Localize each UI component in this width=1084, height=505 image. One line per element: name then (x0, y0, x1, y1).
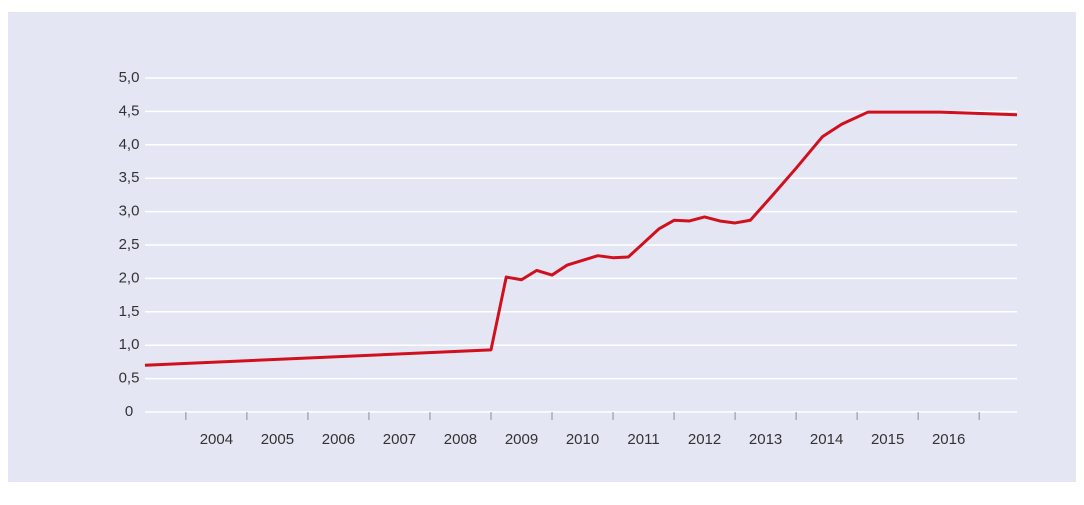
x-tick-label: 2010 (566, 431, 599, 448)
y-tick-label: 0,5 (119, 370, 140, 387)
y-tick-label: 4,0 (119, 136, 140, 153)
y-tick-label: 3,5 (119, 169, 140, 186)
y-tick-label: 3,0 (119, 203, 140, 220)
y-tick-label: 1,0 (119, 336, 140, 353)
x-tick-label: 2016 (932, 431, 965, 448)
x-tick-label: 2012 (688, 431, 721, 448)
x-tick-label: 2008 (444, 431, 477, 448)
x-tick-label: 2004 (200, 431, 233, 448)
x-tick-label: 2005 (261, 431, 294, 448)
y-tick-label: 2,5 (119, 236, 140, 253)
y-tick-label: 2,0 (119, 269, 140, 286)
y-tick-label: 0 (125, 403, 133, 420)
x-tick-label: 2014 (810, 431, 843, 448)
x-tick-label: 2007 (383, 431, 416, 448)
y-tick-label: 1,5 (119, 303, 140, 320)
y-tick-label: 4,5 (119, 102, 140, 119)
chart-panel (8, 12, 1076, 482)
data-line (144, 110, 1018, 367)
x-tick-label: 2009 (505, 431, 538, 448)
y-tick-label: 5,0 (119, 69, 140, 86)
x-tick-label: 2006 (322, 431, 355, 448)
x-tick-label: 2015 (871, 431, 904, 448)
x-tick-label: 2011 (627, 431, 659, 448)
x-tick-label: 2013 (749, 431, 782, 448)
